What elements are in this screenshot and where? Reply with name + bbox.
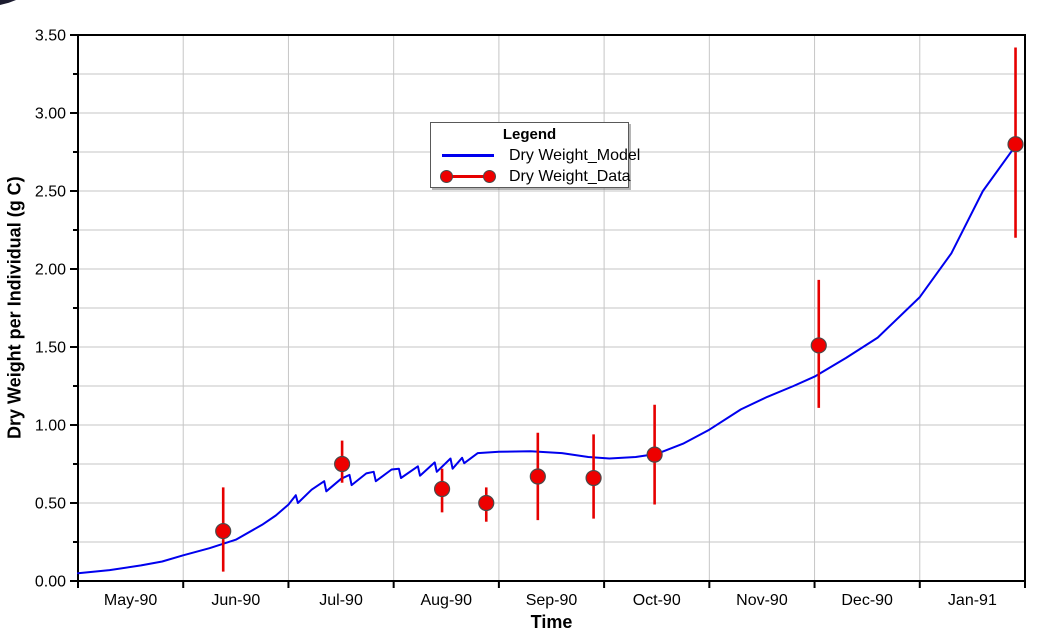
data-point-marker (529, 468, 546, 485)
y-tick-label: 2.50 (35, 184, 66, 201)
y-axis-title: Dry Weight per Individual (g C) (4, 176, 25, 440)
legend-box: Legend Dry Weight_Model Dry Weight_Data (430, 122, 640, 188)
y-tick-label: 1.00 (35, 418, 66, 435)
data-point-marker (433, 480, 451, 498)
data-point-marker (1007, 136, 1024, 153)
x-tick-labels: May-90 Jun-90 Jul-90 Aug-90 Sep-90 Oct-90 Nov-… (104, 592, 997, 609)
legend-entry-model: Dry Weight_Model (431, 145, 640, 166)
y-tick-labels: 0.00 0.50 1.00 1.50 2.00 2.50 3.00 3.50 (35, 28, 66, 591)
x-tick-label: Sep-90 (526, 592, 578, 609)
data-point-icon (483, 170, 496, 183)
model-line (77, 144, 1017, 575)
data-point-marker (585, 469, 602, 487)
x-axis-ticks (77, 581, 1026, 588)
data-point-marker (810, 337, 827, 354)
legend-label-model: Dry Weight_Model (509, 146, 641, 164)
x-tick-label: Jan-91 (948, 592, 997, 609)
x-tick-label: Aug-90 (420, 592, 472, 609)
y-tick-label: 3.50 (35, 28, 66, 45)
gridlines (78, 35, 1025, 581)
legend-label-data: Dry Weight_Data (509, 167, 631, 185)
x-tick-label: Dec-90 (841, 592, 893, 609)
corner-artifact (0, 0, 16, 5)
data-point-marker (334, 455, 351, 473)
legend-entry-data: Dry Weight_Data (431, 166, 631, 187)
data-point-swatch (440, 170, 496, 183)
x-tick-label: May-90 (104, 592, 157, 609)
legend-title: Legend (502, 126, 557, 143)
data-point-marker (646, 446, 663, 463)
y-tick-label: 1.50 (35, 340, 66, 357)
y-tick-label: 0.00 (35, 574, 66, 591)
model-line-sample (442, 154, 494, 157)
x-tick-label: Jul-90 (319, 592, 363, 609)
y-tick-label: 0.50 (35, 496, 66, 513)
data-points (215, 47, 1024, 572)
data-line-sample (446, 175, 490, 178)
data-point-marker (478, 494, 495, 512)
x-tick-label: Oct-90 (633, 592, 681, 609)
y-axis-ticks (70, 34, 78, 582)
data-point-marker (215, 522, 232, 540)
y-tick-label: 3.00 (35, 106, 66, 123)
x-axis-title: Time (530, 612, 573, 632)
x-tick-label: Jun-90 (211, 592, 260, 609)
y-tick-label: 2.00 (35, 262, 66, 279)
model-line-swatch (440, 149, 496, 162)
data-point-icon (440, 170, 453, 183)
x-tick-label: Nov-90 (736, 592, 788, 609)
